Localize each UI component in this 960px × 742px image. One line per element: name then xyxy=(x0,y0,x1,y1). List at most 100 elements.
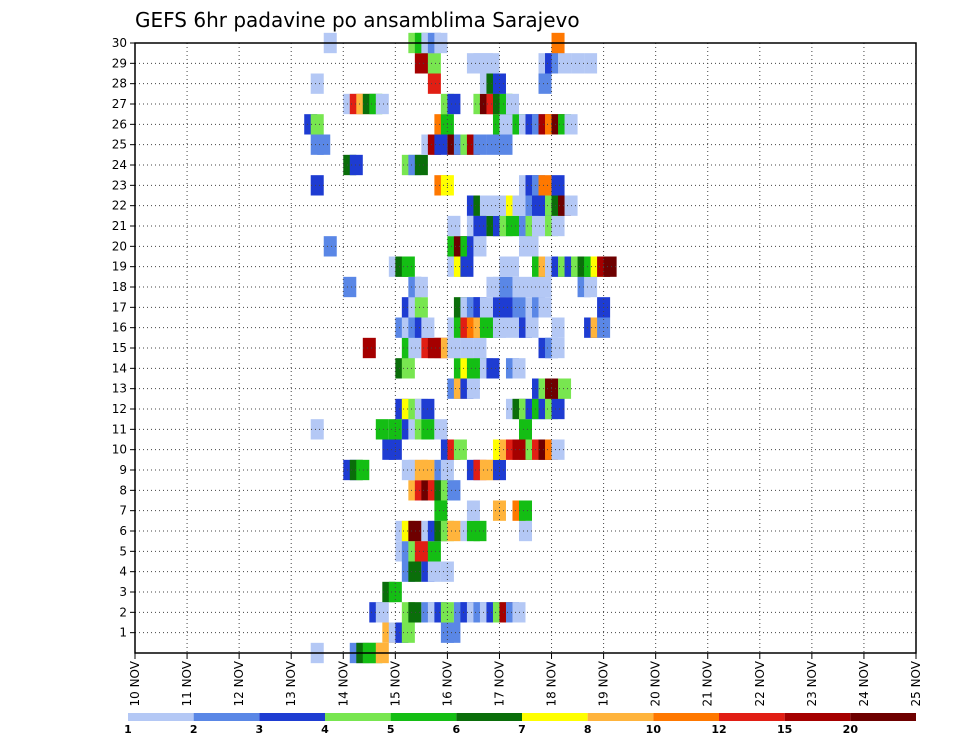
y-tick-label: 14 xyxy=(112,361,127,375)
y-tick-label: 5 xyxy=(119,544,127,558)
x-tick-label: 15 NOV xyxy=(388,660,402,706)
y-tick-label: 30 xyxy=(112,36,127,50)
heatmap-cell xyxy=(375,93,389,115)
heatmap-cell xyxy=(525,276,539,298)
heatmap-cell xyxy=(505,215,519,237)
heatmap-cell xyxy=(538,297,552,318)
colorbar-swatch xyxy=(850,713,916,721)
colorbar-swatch xyxy=(456,713,522,721)
colorbar-label: 7 xyxy=(518,723,526,736)
y-tick-label: 8 xyxy=(119,483,127,497)
y-tick-label: 12 xyxy=(112,402,127,416)
heatmap-cell xyxy=(310,73,324,94)
heatmap-cell xyxy=(499,297,513,318)
y-tick-label: 11 xyxy=(112,422,127,436)
heatmap-cell xyxy=(499,134,513,155)
y-tick-label: 19 xyxy=(112,260,127,274)
y-tick-label: 20 xyxy=(112,239,127,253)
x-tick-label: 13 NOV xyxy=(284,660,298,706)
heatmap-cell xyxy=(427,73,441,94)
heatmap-cell xyxy=(447,93,461,115)
y-tick-label: 10 xyxy=(112,443,127,457)
y-tick-label: 4 xyxy=(119,565,127,579)
heatmap-cell xyxy=(401,256,415,277)
heatmap-cell xyxy=(466,378,480,399)
colorbar-label: 5 xyxy=(387,723,395,736)
heatmap-cell xyxy=(310,114,324,135)
heatmap-cell xyxy=(375,602,389,623)
heatmap-cell xyxy=(512,297,526,318)
x-tick-label: 12 NOV xyxy=(232,660,246,706)
heatmap-cell xyxy=(551,215,565,237)
heatmap-cell xyxy=(343,276,357,298)
x-tick-label: 23 NOV xyxy=(805,660,819,706)
heatmap-cell xyxy=(401,358,415,379)
axes: 1234567891011121314151617181920212223242… xyxy=(112,36,923,707)
y-tick-label: 15 xyxy=(112,341,127,355)
heatmap-cell xyxy=(427,561,441,582)
heatmap-cell xyxy=(447,480,461,501)
colorbar-swatch xyxy=(128,713,194,721)
heatmap-cell xyxy=(427,541,441,562)
heatmap-cell xyxy=(323,236,337,257)
y-tick-label: 27 xyxy=(112,97,127,111)
y-tick-label: 23 xyxy=(112,178,127,192)
heatmap-cell xyxy=(408,520,422,542)
heatmap-cell xyxy=(408,561,422,582)
heatmap-cell xyxy=(414,297,428,318)
colorbar-label: 20 xyxy=(843,723,859,736)
x-tick-label: 17 NOV xyxy=(492,660,506,706)
heatmap-cell xyxy=(486,358,500,379)
plot-background xyxy=(135,43,916,653)
heatmap-cell xyxy=(401,622,415,643)
colorbar-label: 3 xyxy=(256,723,264,736)
y-tick-label: 22 xyxy=(112,199,127,213)
colorbar-swatch xyxy=(390,713,457,721)
heatmap-cell xyxy=(356,459,370,481)
heatmap-cell xyxy=(551,337,565,359)
heatmap-cell xyxy=(434,500,448,521)
colorbar-swatch xyxy=(587,713,654,721)
heatmap-cell xyxy=(538,175,552,196)
y-tick-label: 26 xyxy=(112,117,127,131)
x-tick-label: 24 NOV xyxy=(857,660,871,706)
heatmap-cell xyxy=(505,93,519,115)
heatmap-cell xyxy=(375,419,389,440)
y-tick-label: 3 xyxy=(119,585,127,599)
heatmap-cell xyxy=(408,602,422,623)
y-tick-label: 21 xyxy=(112,219,127,233)
heatmap-cell xyxy=(525,317,539,338)
heatmap-cell xyxy=(551,439,565,460)
colorbar-swatch xyxy=(522,713,588,721)
heatmap-cell xyxy=(538,276,552,298)
heatmap-cell xyxy=(486,53,500,74)
colorbar-label: 15 xyxy=(777,723,792,736)
heatmap-cell xyxy=(466,500,480,521)
y-tick-label: 29 xyxy=(112,56,127,70)
colorbar-swatch xyxy=(259,713,325,721)
heatmap-cell xyxy=(479,297,493,318)
y-tick-label: 6 xyxy=(119,524,127,538)
y-tick-label: 24 xyxy=(112,158,127,172)
colorbar-label: 4 xyxy=(321,723,329,736)
y-tick-label: 13 xyxy=(112,382,127,396)
heatmap-cell xyxy=(434,419,448,440)
heatmap-cell xyxy=(603,256,617,277)
heatmap-cell xyxy=(349,154,363,176)
heatmap-cell xyxy=(460,256,474,277)
grid-lines xyxy=(135,43,916,653)
heatmap-cell xyxy=(505,256,519,277)
heatmap-cell xyxy=(408,337,422,359)
colorbar: 1 2 3 4 5 6 7 8 10 12 15 20 xyxy=(124,713,916,736)
heatmap-cell xyxy=(525,236,539,257)
y-tick-label: 9 xyxy=(119,463,127,477)
y-tick-label: 7 xyxy=(119,504,127,518)
heatmap-cell xyxy=(434,134,448,155)
heatmap-cell xyxy=(414,154,428,176)
x-tick-label: 10 NOV xyxy=(128,660,142,706)
x-tick-label: 11 NOV xyxy=(180,660,194,706)
x-tick-label: 22 NOV xyxy=(753,660,767,706)
heatmap-cell xyxy=(518,419,533,440)
heatmap-cells xyxy=(304,32,617,664)
